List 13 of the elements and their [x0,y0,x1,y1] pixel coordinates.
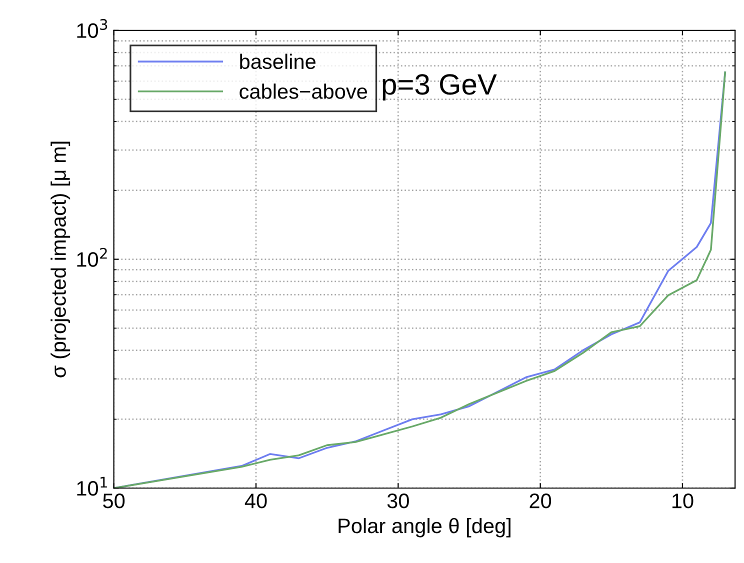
y-axis-title: σ (projected impact) [μ m] [50,142,70,378]
annotation: p=3 GeV [382,74,497,101]
x-axis-title: Polar angle θ [deg] [338,518,510,538]
x-tick-label: 40 [244,494,267,508]
x-tick-label: 30 [387,494,409,508]
line-series [114,71,726,488]
legend-label: baseline [240,54,316,70]
x-tick-label: 20 [530,494,552,508]
legend-label: cables−above [240,84,368,99]
y-tick-label: 10$^{2}$ [77,248,107,267]
x-tick-label: 50 [103,494,125,508]
y-tick-label: 10$^{3}$ [77,18,108,38]
x-tick-label: 10 [672,494,694,508]
